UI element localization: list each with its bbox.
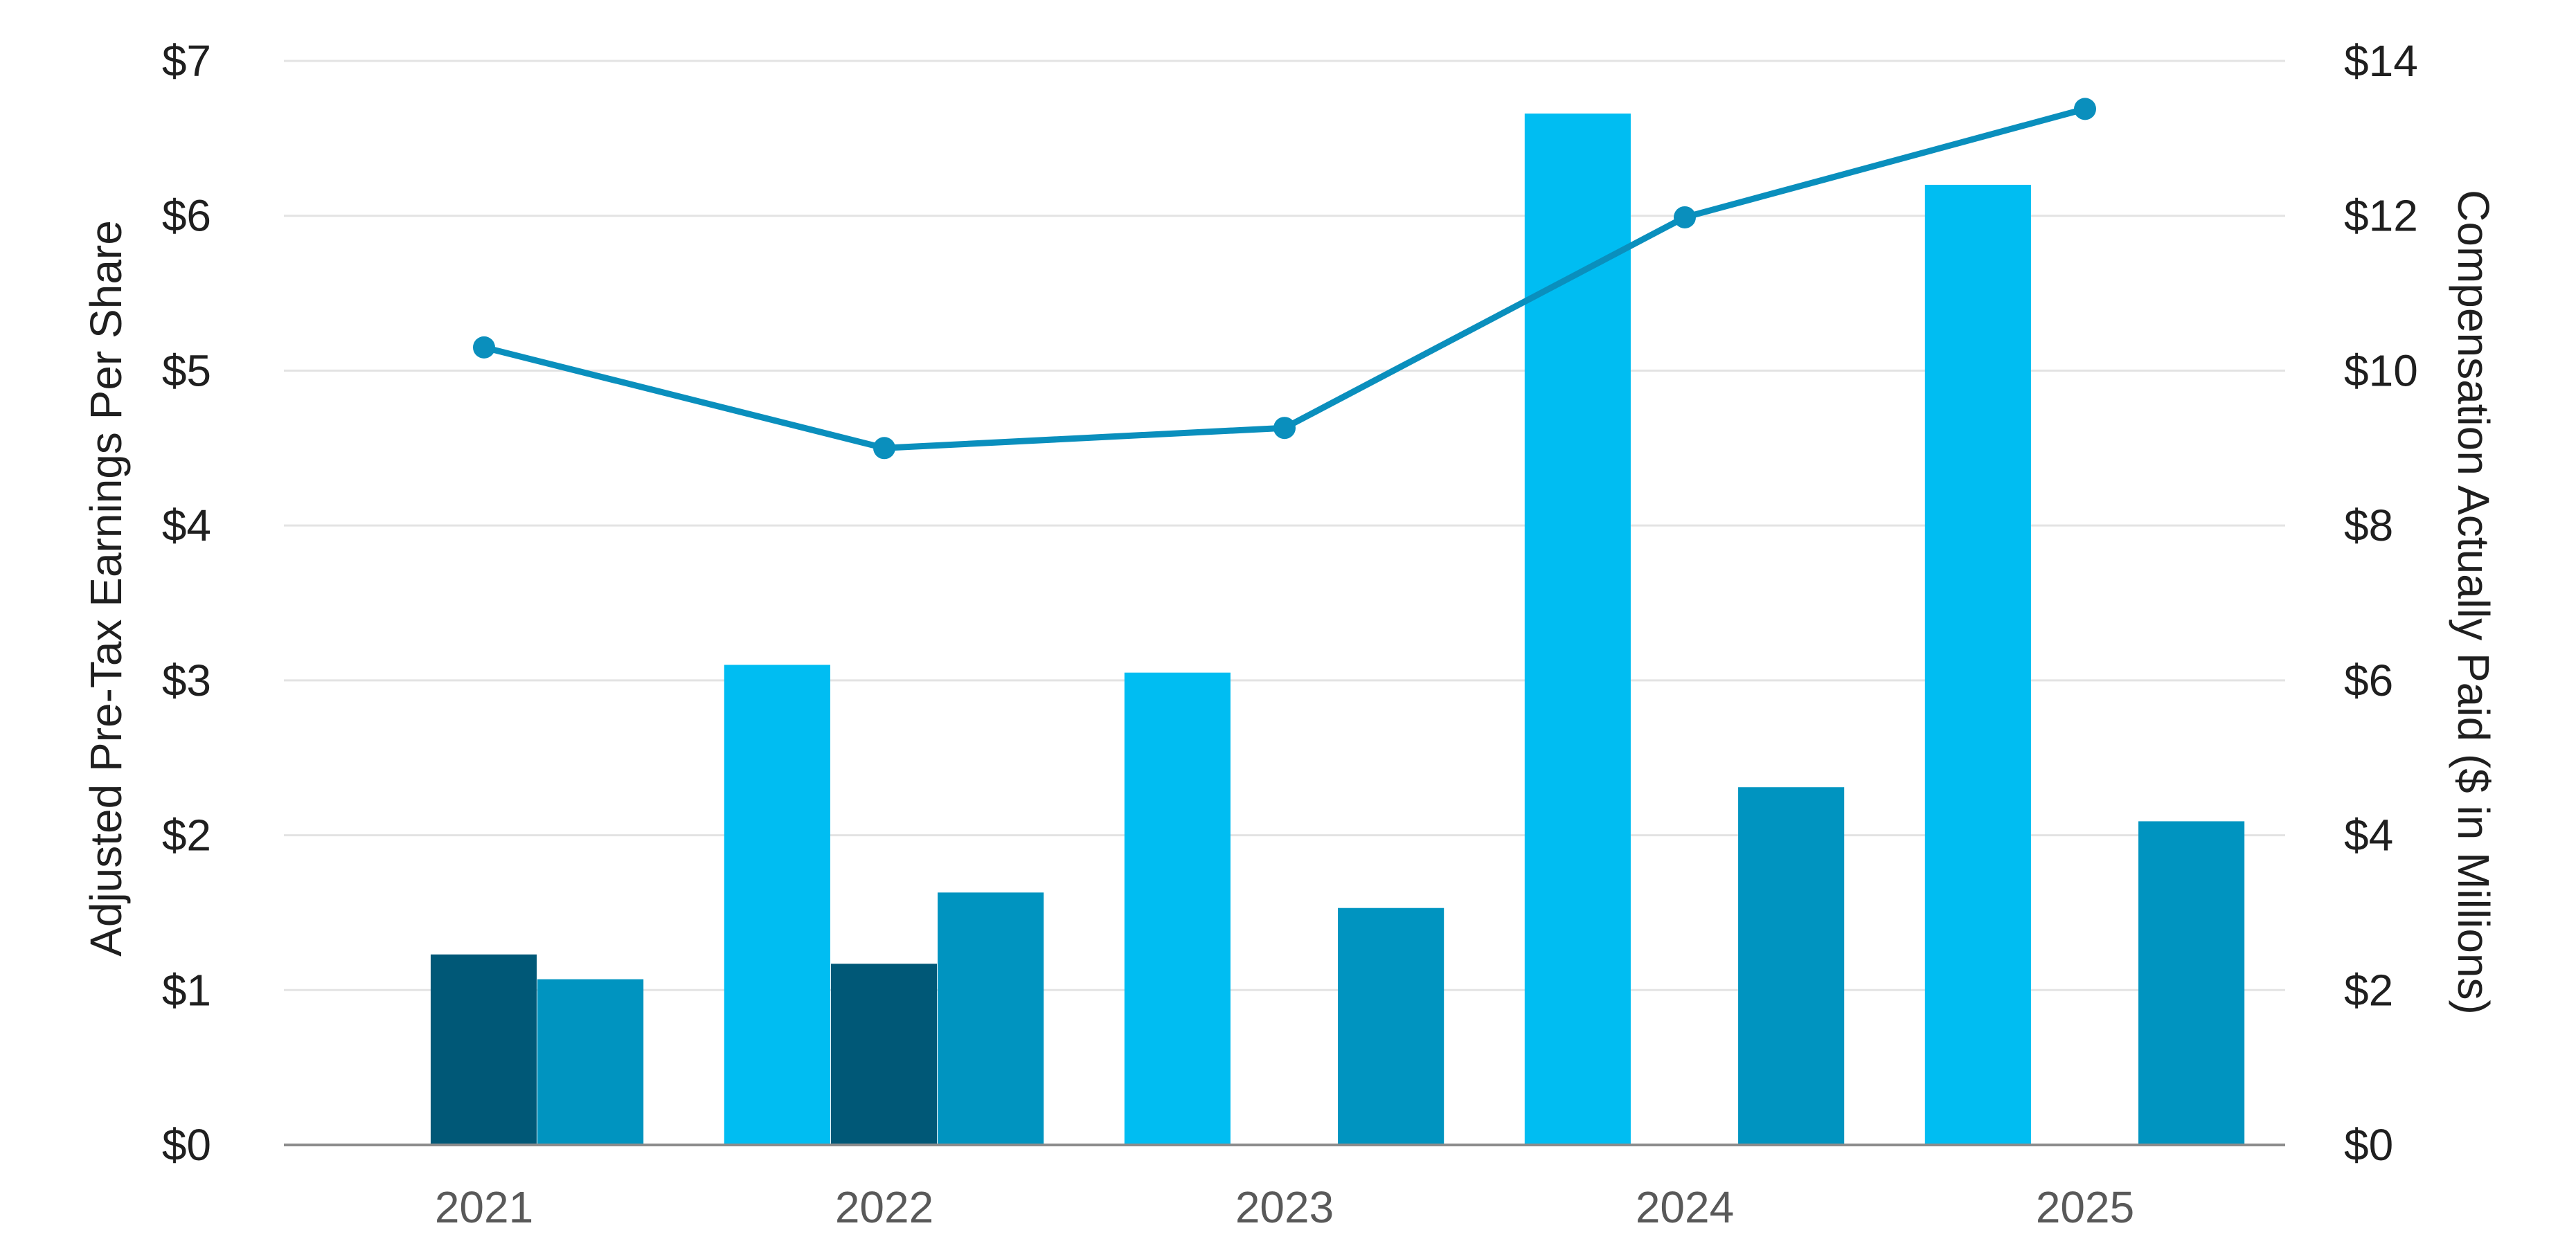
- left-tick-label: $4: [162, 500, 211, 550]
- line-point-2025: [2074, 98, 2096, 120]
- right-tick-label: $14: [2344, 36, 2418, 86]
- x-tick-label: 2024: [1636, 1182, 1734, 1232]
- left-tick-label: $2: [162, 811, 211, 860]
- bar-2023-series-1: [1124, 672, 1231, 1145]
- right-tick-label: $10: [2344, 345, 2418, 395]
- bar-2024-series-3: [1738, 787, 1845, 1145]
- bar-2021-series-3: [537, 979, 644, 1145]
- right-tick-label: $0: [2344, 1120, 2393, 1170]
- line-point-2022: [873, 437, 895, 460]
- line-point-2023: [1273, 417, 1296, 440]
- left-tick-label: $5: [162, 345, 211, 395]
- left-tick-label: $6: [162, 191, 211, 241]
- line-series: [473, 98, 2096, 460]
- right-tick-label: $8: [2344, 500, 2393, 550]
- left-tick-label: $3: [162, 656, 211, 705]
- bar-2025-series-3: [2138, 821, 2245, 1145]
- bars: [430, 114, 2245, 1145]
- bar-2022-series-3: [938, 892, 1044, 1145]
- right-axis-ticks: $0 $2 $4 $6 $8 $10 $12 $14: [2344, 36, 2418, 1170]
- x-tick-label: 2025: [2036, 1182, 2134, 1232]
- bar-2023-series-3: [1338, 908, 1444, 1145]
- bar-2022-series-2: [830, 964, 938, 1145]
- bar-2024-series-1: [1524, 114, 1631, 1145]
- left-tick-label: $0: [162, 1120, 211, 1170]
- right-axis-title: Compensation Actually Paid ($ in Million…: [2449, 190, 2498, 1015]
- left-tick-label: $1: [162, 965, 211, 1015]
- bar-2022-series-1: [724, 665, 830, 1145]
- left-axis-ticks: $0 $1 $2 $3 $4 $5 $6 $7: [162, 36, 211, 1170]
- line-path: [481, 105, 2088, 451]
- left-axis-title: Adjusted Pre-Tax Earnings Per Share: [81, 220, 131, 957]
- x-tick-label: 2022: [835, 1182, 933, 1232]
- bar-2021-series-2: [430, 954, 537, 1145]
- right-tick-label: $4: [2344, 811, 2393, 860]
- bar-2025-series-1: [1924, 184, 2031, 1145]
- right-tick-label: $12: [2344, 191, 2418, 241]
- line-point-2021: [473, 336, 495, 359]
- line-point-2024: [1674, 206, 1696, 228]
- x-tick-label: 2021: [435, 1182, 533, 1232]
- x-tick-label: 2023: [1235, 1182, 1334, 1232]
- x-axis-ticks: 2021 2022 2023 2024 2025: [435, 1182, 2134, 1232]
- gridlines: [284, 60, 2285, 991]
- right-tick-label: $2: [2344, 965, 2393, 1015]
- left-tick-label: $7: [162, 36, 211, 86]
- right-tick-label: $6: [2344, 656, 2393, 705]
